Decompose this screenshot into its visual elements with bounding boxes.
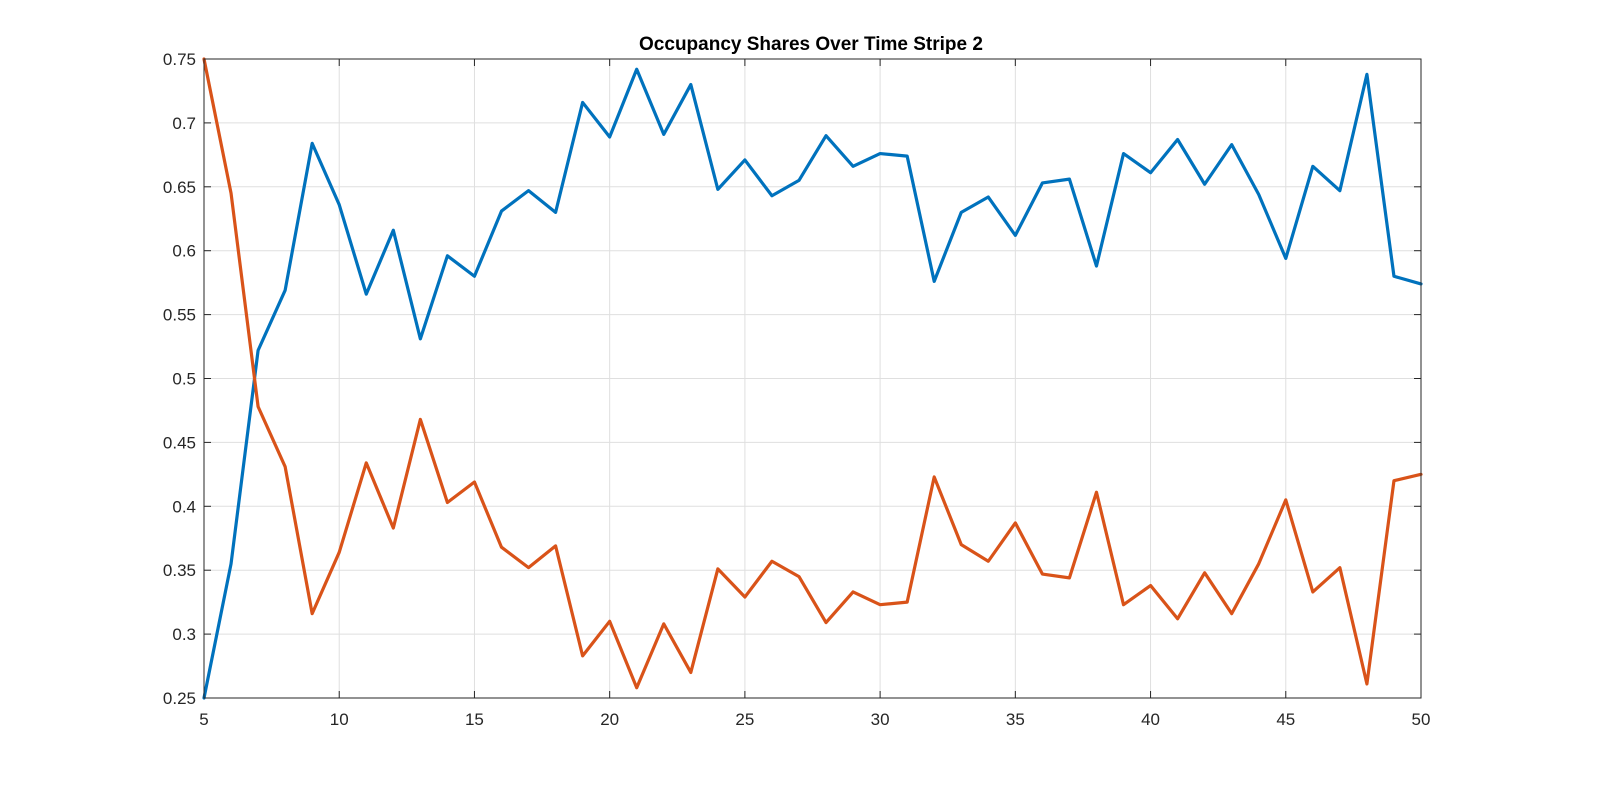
y-tick-label: 0.45 bbox=[163, 433, 196, 452]
y-tick-label: 0.7 bbox=[172, 114, 196, 133]
x-tick-label: 50 bbox=[1412, 710, 1431, 729]
y-tick-label: 0.55 bbox=[163, 306, 196, 325]
tick-labels: 5 10 15 20 25 30 35 40 45 50 0.25 0.3 0.35 0.4 0.45 0.5… bbox=[163, 50, 1431, 729]
y-tick-label: 0.65 bbox=[163, 178, 196, 197]
chart-title: Occupancy Shares Over Time Stripe 2 bbox=[639, 34, 983, 55]
y-tick-label: 0.4 bbox=[172, 497, 196, 516]
y-tick-label: 0.25 bbox=[163, 689, 196, 708]
x-tick-label: 35 bbox=[1006, 710, 1025, 729]
y-tick-label: 0.35 bbox=[163, 561, 196, 580]
y-tick-label: 0.3 bbox=[172, 625, 196, 644]
x-tick-label: 15 bbox=[465, 710, 484, 729]
series-line-1 bbox=[202, 67, 1423, 700]
x-tick-label: 10 bbox=[330, 710, 349, 729]
x-tick-label: 40 bbox=[1141, 710, 1160, 729]
x-tick-label: 30 bbox=[871, 710, 890, 729]
tick-marks bbox=[203, 58, 1422, 699]
y-tick-label: 0.5 bbox=[172, 370, 196, 389]
y-tick-label: 0.75 bbox=[163, 50, 196, 69]
series-layer bbox=[202, 57, 1423, 700]
x-tick-label: 45 bbox=[1276, 710, 1295, 729]
series-line-2 bbox=[202, 57, 1423, 690]
x-tick-label: 5 bbox=[199, 710, 208, 729]
x-tick-label: 25 bbox=[735, 710, 754, 729]
y-tick-label: 0.6 bbox=[172, 242, 196, 261]
x-tick-label: 20 bbox=[600, 710, 619, 729]
